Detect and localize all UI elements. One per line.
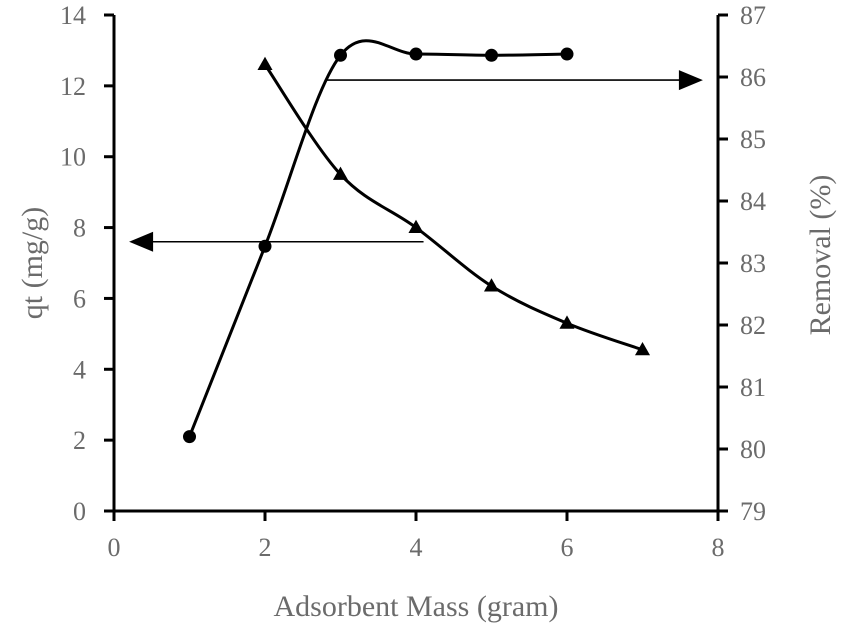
y-right-tick-label: 82 bbox=[740, 311, 766, 340]
y-right-axis-title: Removal (%) bbox=[804, 175, 837, 336]
axis-arrow-left bbox=[129, 231, 424, 252]
series-line-qt bbox=[263, 63, 643, 352]
annotations bbox=[129, 70, 703, 252]
y-left-tick-label: 14 bbox=[60, 1, 86, 30]
y-right-tick-label: 83 bbox=[740, 249, 766, 278]
x-tick-label: 4 bbox=[410, 533, 423, 562]
series-line-removal bbox=[188, 39, 568, 438]
data-point-qt bbox=[483, 278, 500, 292]
x-tick-label: 8 bbox=[712, 533, 725, 562]
data-point-qt bbox=[257, 56, 273, 71]
x-tick-label: 0 bbox=[108, 533, 121, 562]
y-left-tick-label: 8 bbox=[73, 214, 86, 243]
y-right-tick-label: 80 bbox=[740, 435, 766, 464]
series bbox=[183, 39, 651, 444]
y-left-tick-label: 0 bbox=[73, 497, 86, 526]
y-right-tick-label: 86 bbox=[740, 63, 766, 92]
arrow-head bbox=[678, 70, 703, 91]
y-left-tick-label: 4 bbox=[73, 355, 86, 384]
data-point-removal bbox=[258, 239, 272, 253]
data-point-removal bbox=[409, 47, 423, 61]
series-removal bbox=[183, 39, 574, 444]
y-left-tick-label: 6 bbox=[73, 284, 86, 313]
x-axis-title: Adsorbent Mass (gram) bbox=[274, 590, 559, 623]
x-tick-label: 6 bbox=[561, 533, 574, 562]
data-point-removal bbox=[334, 48, 347, 62]
y-left-tick-label: 2 bbox=[73, 426, 86, 455]
data-point-removal bbox=[485, 48, 498, 62]
y-right-tick-label: 85 bbox=[740, 125, 766, 154]
data-point-qt bbox=[408, 219, 424, 234]
data-point-removal bbox=[183, 430, 196, 444]
y-right-tick-label: 79 bbox=[740, 497, 766, 526]
y-left-axis-title: qt (mg/g) bbox=[16, 207, 49, 320]
y-left-tick-label: 10 bbox=[60, 143, 86, 172]
data-point-removal bbox=[560, 47, 574, 61]
data-point-qt bbox=[634, 342, 651, 356]
axes bbox=[112, 15, 720, 513]
y-right-tick-label: 84 bbox=[740, 187, 766, 216]
data-point-qt bbox=[559, 315, 575, 329]
arrow-head bbox=[129, 231, 154, 252]
x-tick-label: 2 bbox=[259, 533, 272, 562]
y-right-tick-label: 81 bbox=[740, 373, 766, 402]
data-point-qt bbox=[332, 166, 349, 180]
y-right-tick-label: 87 bbox=[740, 1, 766, 30]
axis-arrow-right bbox=[325, 70, 703, 91]
series-qt bbox=[257, 56, 651, 356]
y-left-tick-label: 12 bbox=[60, 72, 86, 101]
